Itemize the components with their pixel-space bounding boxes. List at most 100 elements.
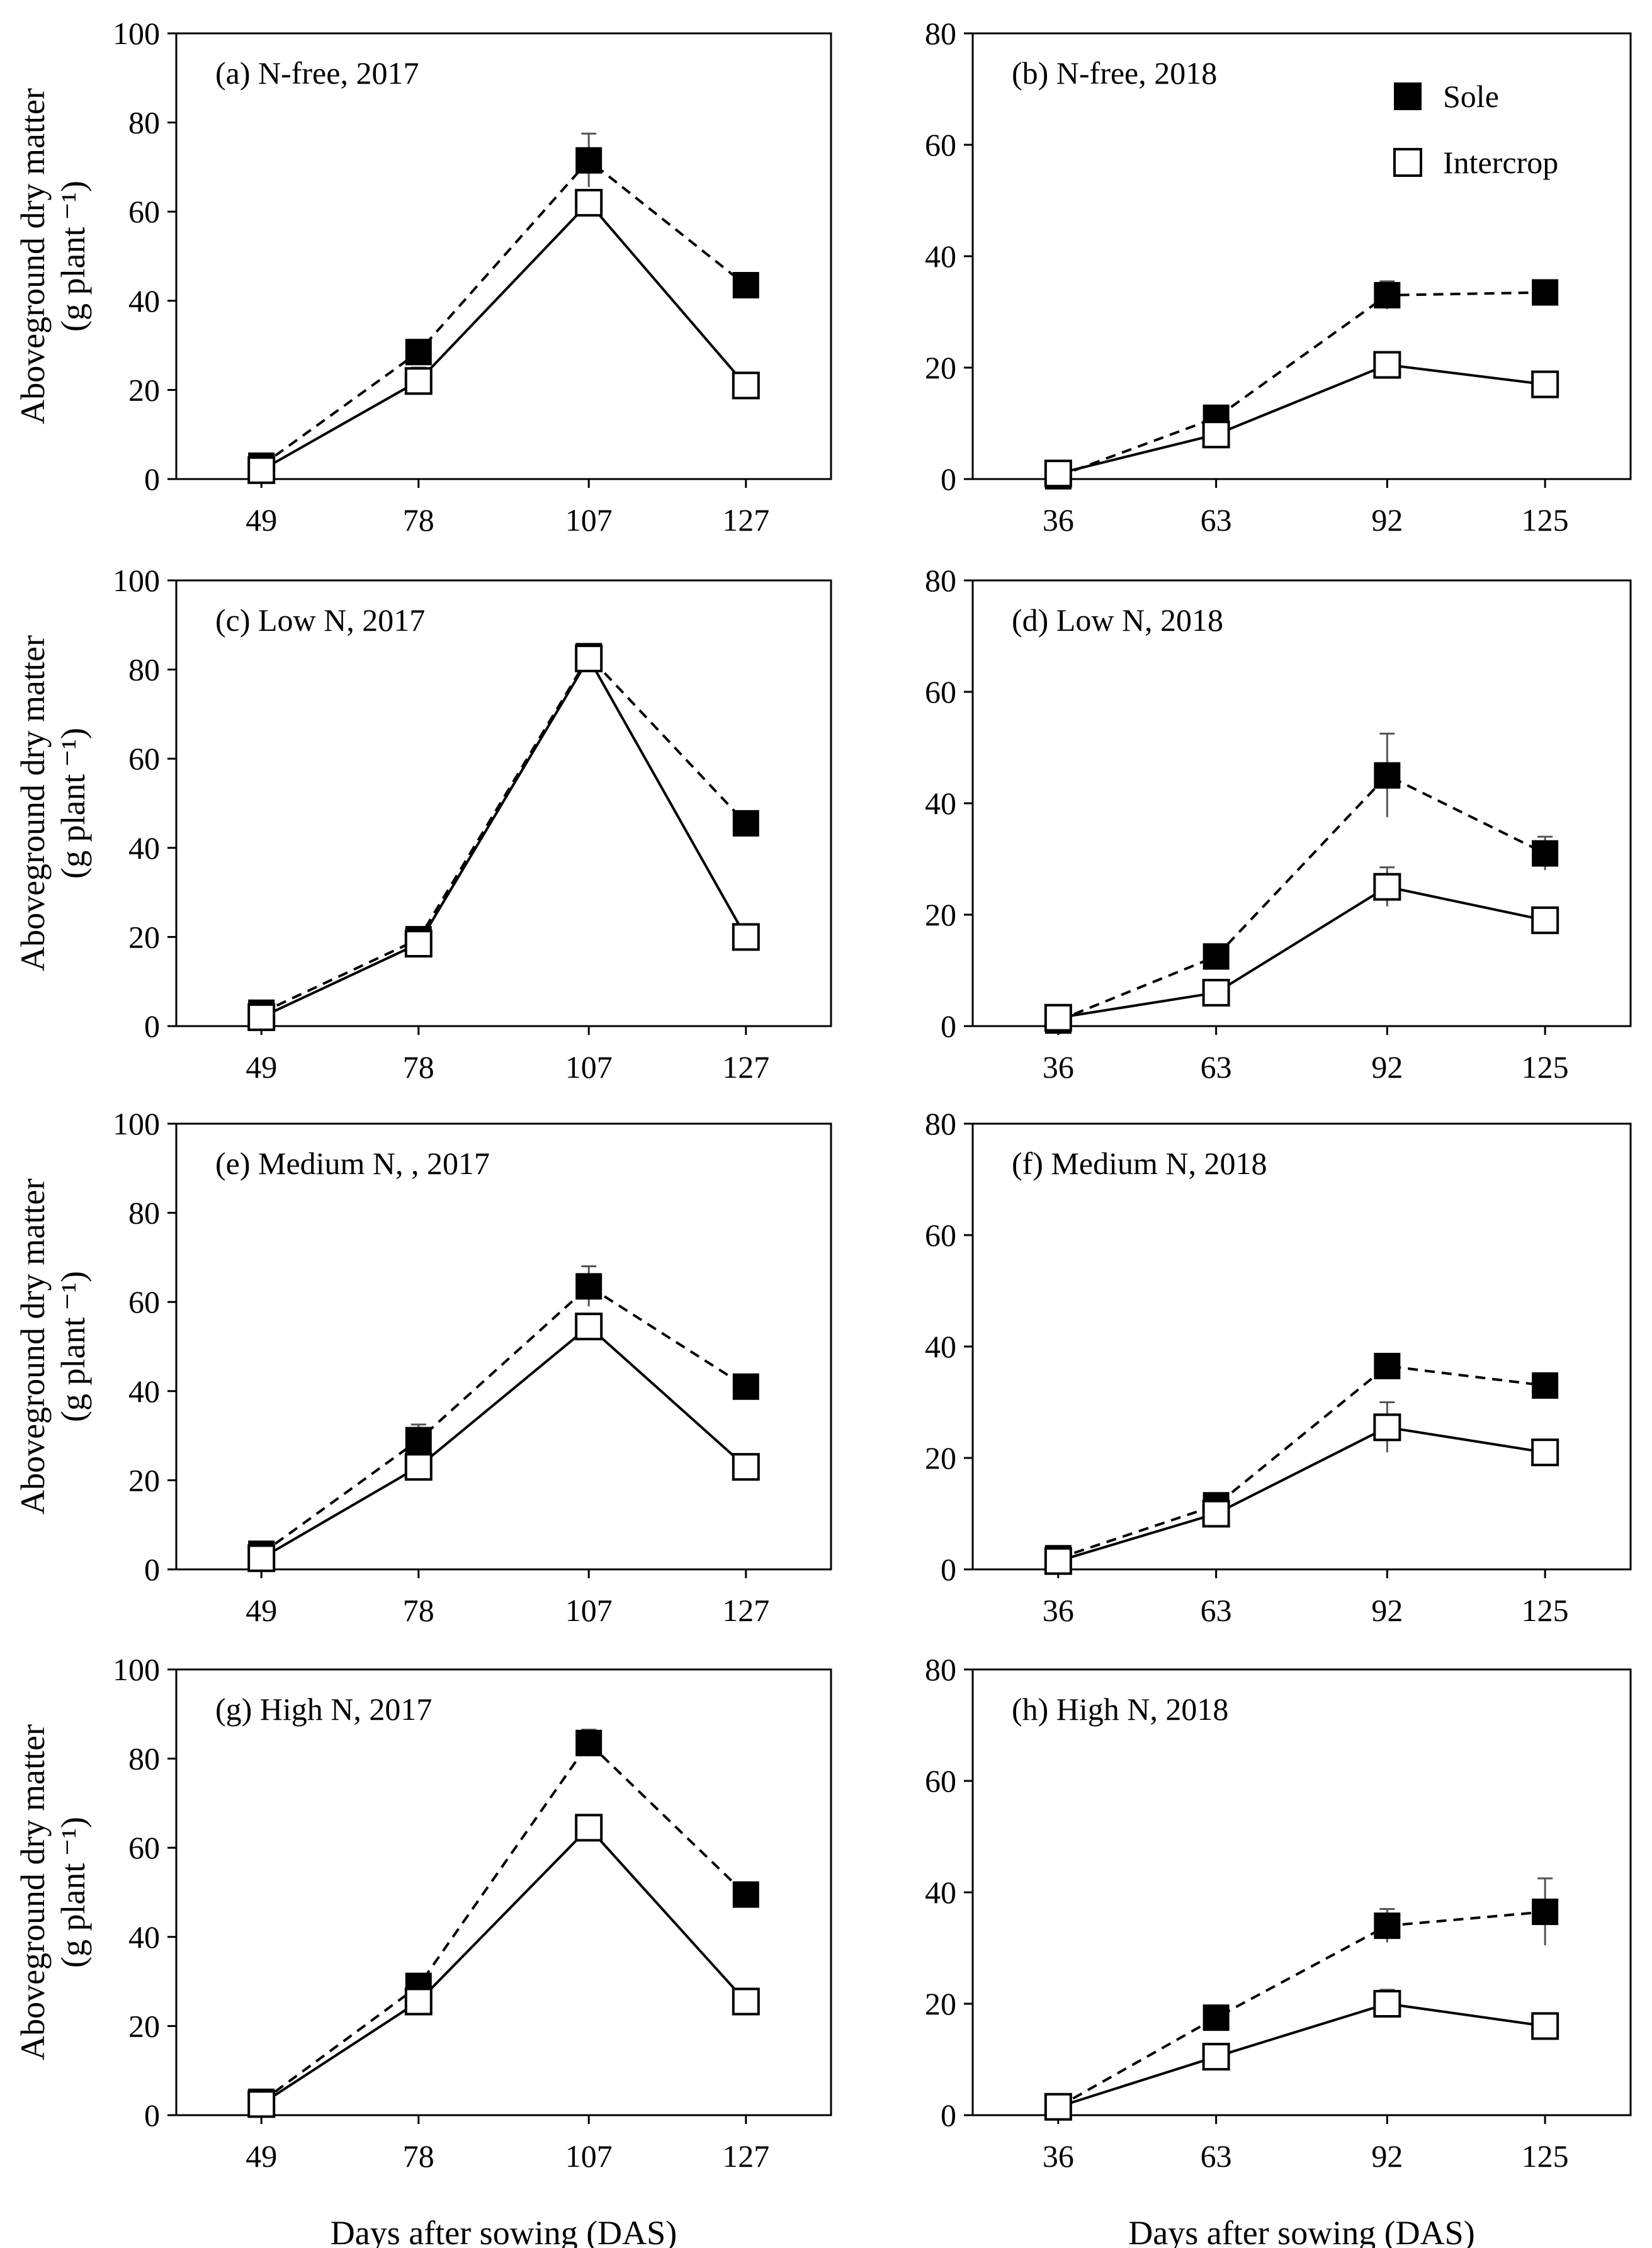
intercrop-point	[1373, 351, 1401, 379]
y-tick-label: 40	[925, 1329, 956, 1364]
panel-a: 0 20 40 60 80 100 49 78 107 127 (a) N-free, 2017 Ab…	[14, 16, 832, 538]
intercrop-point	[1044, 1003, 1072, 1032]
x-tick-label: 36	[1043, 2138, 1074, 2174]
plot-frame	[175, 579, 832, 1027]
y-axis-label-line2: (g plant ⁻¹)	[54, 1271, 92, 1422]
y-tick-label: 80	[925, 563, 956, 598]
sole-point	[1532, 1898, 1559, 1925]
y-tick-label: 100	[113, 16, 160, 51]
y-tick-label: 0	[144, 1552, 160, 1587]
intercrop-point	[1531, 1438, 1559, 1467]
panel-title: (a) N-free, 2017	[215, 55, 419, 91]
intercrop-point	[1044, 460, 1072, 488]
y-tick-label: 100	[113, 563, 160, 598]
intercrop-point	[1044, 2093, 1072, 2121]
y-tick-label: 80	[925, 1106, 956, 1141]
sole-point	[405, 1426, 432, 1454]
x-tick-label: 49	[246, 1593, 277, 1628]
y-tick-label: 80	[128, 1195, 160, 1231]
intercrop-point	[575, 644, 603, 672]
intercrop-point	[732, 1453, 760, 1481]
y-axis-label-line1: Aboveground dry matter	[14, 1724, 52, 2060]
intercrop-series-line	[1058, 885, 1546, 1019]
x-tick-label: 78	[403, 502, 434, 538]
y-tick-label: 40	[128, 1374, 160, 1409]
y-tick-label: 20	[925, 1986, 956, 2021]
x-tick-label: 63	[1201, 1049, 1232, 1085]
x-tick-label: 36	[1043, 502, 1074, 538]
y-tick-label: 60	[925, 127, 956, 162]
x-tick-label: 125	[1522, 1593, 1569, 1628]
panel-g: 0 20 40 60 80 100 49 78 107 127 (g) High N, 2017 Da…	[14, 1652, 832, 2248]
x-tick-label: 92	[1371, 2138, 1403, 2174]
sole-series-line	[261, 1741, 747, 2103]
y-tick-label: 80	[925, 1652, 956, 1687]
y-tick-label: 0	[941, 1552, 956, 1587]
y-axis-label-line2: (g plant ⁻¹)	[54, 728, 92, 879]
y-tick-label: 100	[113, 1652, 160, 1687]
sole-point	[732, 1373, 759, 1400]
y-axis-label-line2: (g plant ⁻¹)	[54, 181, 92, 332]
y-tick-label: 80	[128, 652, 160, 687]
intercrop-series-line	[1058, 363, 1546, 475]
y-tick-label: 80	[128, 1741, 160, 1776]
y-axis-label: Aboveground dry matter (g plant ⁻¹)	[14, 88, 92, 424]
x-tick-label: 92	[1371, 1593, 1403, 1628]
y-axis-label-line1: Aboveground dry matter	[14, 1178, 52, 1515]
intercrop-point	[575, 189, 603, 217]
x-tick-label: 92	[1371, 1049, 1403, 1085]
intercrop-point	[1373, 1990, 1401, 2018]
intercrop-point	[404, 367, 433, 395]
intercrop-point	[404, 930, 433, 958]
y-tick-label: 40	[128, 1919, 160, 1955]
y-tick-label: 0	[941, 1008, 956, 1044]
intercrop-point	[732, 923, 760, 951]
x-tick-label: 127	[722, 1593, 769, 1628]
intercrop-point	[1531, 906, 1559, 934]
intercrop-series-line	[1058, 1426, 1546, 1562]
x-tick-label: 107	[565, 1049, 613, 1085]
sole-series-line	[261, 654, 747, 1014]
x-tick-label: 36	[1043, 1049, 1074, 1085]
y-tick-label: 80	[128, 105, 160, 140]
y-axis-label-line2: (g plant ⁻¹)	[54, 1817, 92, 1968]
sole-point	[732, 272, 759, 299]
legend: Sole Intercrop	[1393, 79, 1558, 180]
legend-sole-label: Sole	[1443, 79, 1499, 114]
x-tick-label: 63	[1201, 2138, 1232, 2174]
y-tick-label: 60	[128, 1284, 160, 1319]
sole-series-line	[261, 1284, 747, 1555]
sole-point	[1374, 1912, 1401, 1940]
panel-title: (e) Medium N, , 2017	[215, 1146, 490, 1181]
y-axis-label: Aboveground dry matter (g plant ⁻¹)	[14, 1178, 92, 1515]
panel-e: 0 20 40 60 80 100 49 78 107 127 (e) Medium N, , 20…	[14, 1106, 832, 1628]
y-tick-label: 20	[128, 2008, 160, 2043]
x-axis-label: Days after sowing (DAS)	[331, 2214, 677, 2248]
y-axis-label: Aboveground dry matter (g plant ⁻¹)	[14, 635, 92, 971]
sole-point	[732, 1881, 759, 1908]
intercrop-point	[1044, 1547, 1072, 1575]
intercrop-series-line	[261, 201, 747, 472]
y-tick-label: 60	[128, 741, 160, 776]
intercrop-point	[1202, 978, 1230, 1007]
legend-intercrop-swatch	[1393, 148, 1422, 177]
y-tick-label: 20	[925, 350, 956, 385]
plot-frame	[971, 1668, 1632, 2116]
x-tick-label: 63	[1201, 502, 1232, 538]
sole-series-line	[261, 159, 747, 467]
x-tick-label: 127	[722, 2138, 769, 2174]
y-tick-label: 40	[925, 786, 956, 821]
plot-frame	[175, 1668, 832, 2116]
y-tick-label: 0	[144, 2098, 160, 2133]
panel-title: (d) Low N, 2018	[1012, 602, 1223, 638]
intercrop-series-line	[1058, 2002, 1546, 2108]
y-tick-label: 0	[144, 461, 160, 497]
intercrop-point	[1202, 421, 1230, 449]
x-tick-label: 127	[722, 502, 769, 538]
plot-frame	[971, 1122, 1632, 1571]
y-tick-label: 20	[925, 897, 956, 932]
panel-h: 0 20 40 60 80 36 63 92 125 (h) High N, 2018 Days a…	[925, 1652, 1632, 2248]
intercrop-point	[247, 1003, 276, 1031]
x-tick-label: 107	[565, 2138, 613, 2174]
plot-frame	[971, 579, 1632, 1027]
